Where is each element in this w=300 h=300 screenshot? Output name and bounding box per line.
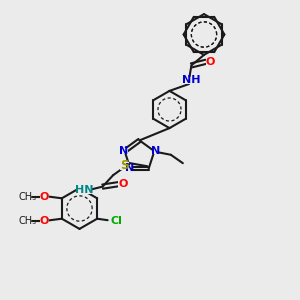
Text: O: O — [40, 215, 49, 226]
FancyBboxPatch shape — [77, 186, 91, 194]
Text: S: S — [120, 159, 129, 172]
FancyBboxPatch shape — [110, 218, 122, 225]
FancyBboxPatch shape — [120, 162, 129, 170]
FancyBboxPatch shape — [121, 148, 128, 154]
Text: CH₃: CH₃ — [19, 191, 37, 202]
Text: CH₃: CH₃ — [19, 215, 37, 226]
FancyBboxPatch shape — [40, 217, 49, 224]
FancyBboxPatch shape — [185, 76, 198, 84]
Text: Cl: Cl — [110, 216, 122, 226]
FancyBboxPatch shape — [126, 165, 133, 171]
Text: NH: NH — [182, 75, 201, 85]
FancyBboxPatch shape — [40, 193, 49, 200]
FancyBboxPatch shape — [118, 181, 128, 188]
Text: O: O — [206, 57, 215, 67]
Text: N: N — [151, 146, 160, 156]
Text: N: N — [119, 146, 129, 156]
FancyBboxPatch shape — [206, 58, 215, 65]
Text: N: N — [125, 163, 134, 173]
Text: O: O — [40, 191, 49, 202]
FancyBboxPatch shape — [152, 148, 159, 154]
Text: O: O — [118, 179, 128, 189]
Text: HN: HN — [75, 184, 93, 195]
